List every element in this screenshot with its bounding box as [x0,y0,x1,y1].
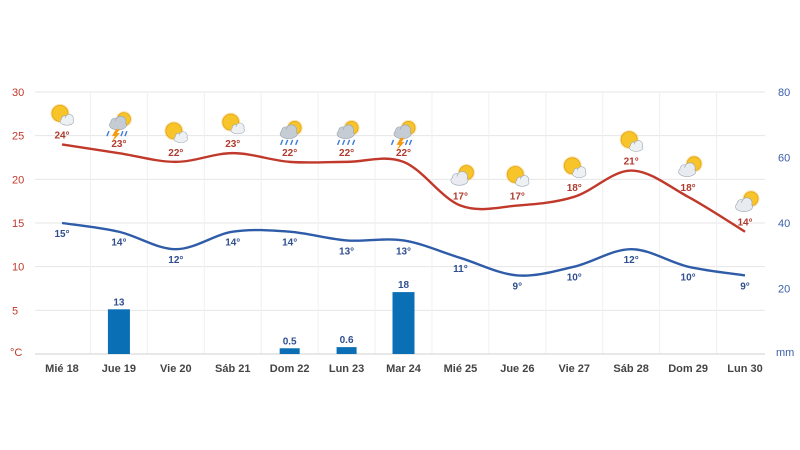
x-tick-label: Lun 23 [329,363,364,375]
cloud-sun-icon [450,164,475,186]
x-tick-label: Jue 19 [102,363,136,375]
min-temp-label: 10° [681,273,696,284]
max-temp-label: 23° [111,139,126,150]
x-tick-label: Vie 20 [160,363,192,375]
min-temp-label: 14° [111,238,126,249]
x-tick-label: Mar 24 [386,363,422,375]
min-temp-label: 12° [168,255,183,266]
sun-cloud-icon [164,121,188,143]
x-tick-label: Dom 29 [668,363,708,375]
x-tick-label: Mié 25 [444,363,478,375]
x-tick-label: Vie 27 [558,363,590,375]
sun-cloud-icon [619,130,644,152]
max-temp-label: 22° [168,148,183,159]
max-temp-label: 22° [282,148,297,159]
max-temp-label: 14° [737,218,752,229]
min-temp-label: 10° [567,273,582,284]
storm-icon [106,111,132,143]
x-tick-label: Lun 30 [727,363,762,375]
max-temp-label: 23° [225,139,240,150]
precip-label: 0.5 [283,336,297,347]
weather-icons [50,103,760,212]
max-temp-label: 22° [396,148,411,159]
sun-cloud-icon [562,156,587,178]
x-tick-label: Dom 22 [270,363,310,375]
min-temp-label: 9° [513,281,523,292]
y-tick-right: 20 [778,284,790,296]
data-labels: 13 0.5 0.6 18 24° 23° 22° 23° 22° 22° 22° 17° 17° 18°… [54,130,752,347]
min-temp-label: 15° [54,229,69,240]
x-tick-label: Sáb 21 [215,363,250,375]
sun-cloud-icon [505,165,530,187]
y-tick-left: 25 [12,131,24,143]
storm-icon [390,119,417,151]
max-temp-label: 18° [681,183,696,194]
sun-cloud-icon [221,112,245,135]
precip-bar [107,309,130,354]
precip-bars [107,292,415,354]
rain-icon [279,119,303,146]
max-temp-label: 17° [453,192,468,203]
min-temp-label: 14° [225,238,240,249]
y-tick-right: 40 [778,218,790,230]
y-tick-right: 80 [778,87,790,99]
y-tick-left: 15 [12,218,24,230]
min-temp-label: 13° [396,246,411,257]
axes: 30 25 20 15 10 5 °C 80 60 40 20 mm Mié 18 Jue 19 Vie 2… [10,87,794,375]
max-temp-line [61,143,746,233]
y-tick-left: 30 [12,87,24,99]
precip-bar [336,347,357,354]
min-temp-label: 13° [339,246,354,257]
max-temp-label: 17° [510,192,525,203]
precip-bar [392,292,415,354]
min-temp-label: 12° [624,255,639,266]
y-tick-left: 20 [12,174,24,186]
y-unit-left: °C [10,347,22,359]
x-tick-label: Sáb 28 [613,363,648,375]
min-temp-label: 9° [740,281,750,292]
cloud-sun-icon [678,155,703,177]
temp-lines [61,143,746,277]
max-temp-label: 18° [567,183,582,194]
min-temp-line [61,221,746,277]
min-temp-label: 14° [282,238,297,249]
precip-label: 0.6 [340,335,354,346]
x-tick-label: Mié 18 [45,363,79,375]
precip-label: 18 [398,280,410,291]
rain-icon [336,119,360,146]
y-tick-right: 60 [778,153,790,165]
y-unit-right: mm [776,347,794,359]
y-tick-left: 10 [12,262,24,274]
max-temp-label: 22° [339,148,354,159]
precip-bar [279,348,300,354]
y-tick-left: 5 [12,305,18,317]
cloud-sun-icon [735,190,760,212]
precip-label: 13 [113,297,125,308]
min-temp-label: 11° [453,264,468,275]
max-temp-label: 21° [624,157,639,168]
sun-cloud-icon [50,103,75,126]
max-temp-label: 24° [54,130,69,141]
x-tick-label: Jue 26 [500,363,534,375]
